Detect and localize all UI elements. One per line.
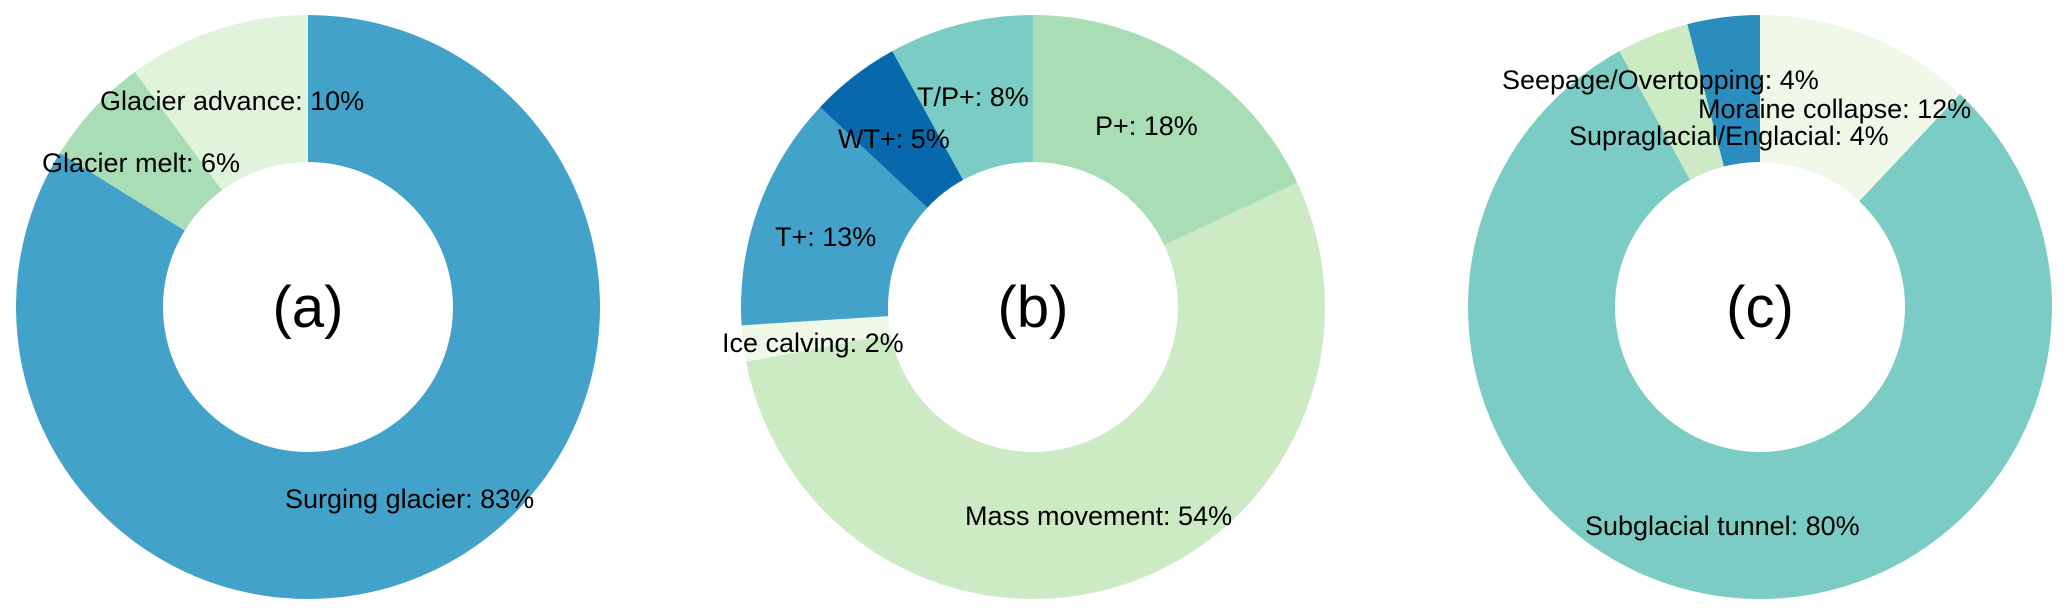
slice-label-t: T+: 13% (775, 222, 876, 252)
slice-label-ice-calving: Ice calving: 2% (722, 328, 904, 358)
slice-wt (820, 51, 964, 208)
slice-label-seepage-overtopping: Seepage/Overtopping: 4% (1502, 65, 1819, 95)
donut-chart-c: Moraine collapse: 12% Subglacial tunnel: … (1467, 15, 2052, 599)
slice-label-moraine-collapse: Moraine collapse: 12% (1698, 94, 1971, 124)
slice-label-p: P+: 18% (1095, 111, 1198, 141)
slice-mass-movement (746, 182, 1325, 600)
slice-label-mass-movement: Mass movement: 54% (965, 501, 1232, 531)
slice-moraine-collapse (1760, 15, 1960, 202)
slice-t (741, 107, 928, 326)
slice-glacier-advance (134, 15, 308, 191)
slice-p (1033, 15, 1298, 246)
slice-surging-glacier (16, 15, 601, 599)
center-label-c: (c) (1726, 275, 1794, 340)
slice-label-glacier-advance: Glacier advance: 10% (100, 86, 364, 116)
slice-subglacial-tunnel (1467, 51, 2052, 599)
donut-chart-b: P+: 18% Mass movement: 54% Ice calving: 2%… (722, 15, 1325, 600)
slice-glacier-melt (59, 71, 223, 231)
slice-label-surging-glacier: Surging glacier: 83% (285, 484, 534, 514)
center-label-b: (b) (998, 275, 1069, 340)
slice-label-t-p: T/P+: 8% (917, 82, 1029, 112)
slice-supraglacial-englacial (1619, 24, 1724, 180)
slice-seepage-overtopping (1687, 15, 1760, 167)
slice-label-subglacial-tunnel: Subglacial tunnel: 80% (1585, 511, 1860, 541)
slice-label-wt: WT+: 5% (838, 124, 950, 154)
slice-label-supraglacial-englacial: Supraglacial/Englacial: 4% (1569, 121, 1889, 151)
donut-chart-a: Surging glacier: 83% Glacier melt: 6% Glac… (16, 15, 601, 599)
center-label-a: (a) (273, 275, 344, 340)
slice-label-glacier-melt: Glacier melt: 6% (42, 148, 240, 178)
slice-t-p (892, 15, 1033, 180)
slice-ice-calving (741, 316, 891, 362)
